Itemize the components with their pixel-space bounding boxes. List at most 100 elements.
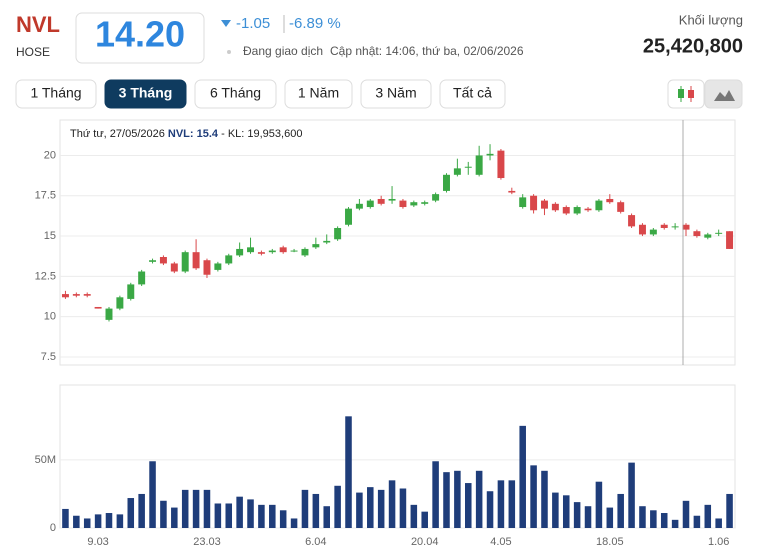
candle-body [628,215,636,227]
range-buttons: 1 Tháng 3 Tháng 6 Tháng 1 Năm 3 Năm Tất cả [15,79,506,109]
candle-body [236,248,244,256]
volume-bar [258,504,265,528]
candle-body [355,203,363,209]
area-icon [714,90,735,101]
range-button[interactable] [104,79,187,109]
candle-body [399,200,407,208]
tooltip-volume: - KL: 19,953,600 [221,128,302,140]
volume-bar [62,508,69,528]
exchange: HOSE [16,45,50,59]
down-arrow [221,20,231,27]
volume-bar [486,491,494,528]
candle-body [345,208,352,225]
volume-bar [160,500,167,528]
volume-bar [203,489,211,528]
range-button[interactable] [439,79,506,109]
volume-bar [704,504,712,528]
x-tick-label: 23.03 [193,536,221,548]
candle-body [301,248,309,256]
range-button[interactable] [15,79,97,109]
candle-body [530,195,538,211]
volume-bar [334,485,341,528]
volume-bar [606,507,614,528]
volume-bar [617,493,624,528]
price-panel [59,119,736,366]
volume-bar [181,489,189,528]
price-box [75,12,205,64]
candle-body [247,247,255,253]
volume-bar [247,499,254,528]
volume-bar [192,489,200,528]
volume-bar [573,502,581,528]
x-tick-label: 4.05 [490,536,511,548]
range-label: 3 Năm [375,85,416,101]
volume-bar [584,506,592,528]
volume-bar [530,465,537,528]
range-button[interactable] [360,79,432,109]
volume-bar [127,498,135,528]
volume-bar [660,513,668,528]
volume-bar [323,506,330,528]
volume-bar [650,510,657,528]
status-dot [227,50,231,54]
y-tick-label: 50M [35,454,56,466]
volume-bar [465,483,472,528]
volume-bar [83,518,91,528]
volume-bar [552,492,559,528]
x-tick-label: 1.06 [708,536,729,548]
tooltip-price: NVL: 15.4 [168,128,219,140]
candle-body [323,240,331,243]
candle-body [682,224,690,230]
symbol: NVL [16,12,60,37]
candle-body [410,202,418,206]
volume-bar [301,489,309,528]
candle-body [638,224,646,235]
candle-body [475,155,483,175]
candle-body [432,194,440,201]
volume-bar [149,461,156,528]
volume-bar [105,513,113,528]
candle-body [715,232,723,234]
candle-body [72,294,80,296]
candle-body [366,200,374,208]
range-label: Tất cả [453,85,492,101]
volume-bar [345,416,352,528]
candle-body [726,231,734,249]
candle-body [508,190,516,193]
y-tick-label: 10 [44,311,56,323]
volume-bar [443,472,450,528]
volume-bar [671,519,679,528]
volume-bar [628,462,635,528]
candle-body [573,207,581,214]
candle-body [595,200,603,211]
y-tick-label: 12.5 [35,270,56,282]
volume-bar [639,506,646,528]
range-button[interactable] [284,79,353,109]
candle-body [388,198,396,201]
candle-body [290,250,298,252]
range-label: 1 Tháng [30,85,81,101]
volume-bar [595,481,603,528]
candle-body [312,244,320,248]
price: 14.20 [95,14,185,55]
candle-body [127,284,135,299]
candle-body [61,294,69,298]
candle-body [181,252,189,272]
volume-bar [693,515,701,528]
volume-bar [269,504,276,528]
candle-body [138,271,146,285]
volume-bar [116,514,124,528]
volume-bar [715,518,722,528]
volume-bar [726,493,733,528]
updated: Cập nhật: 14:06, thứ ba, 02/06/2026 [330,44,524,58]
volume-bar [541,470,548,528]
candle-body [453,168,461,175]
y-tick-label: 15 [44,230,56,242]
candle-view-button[interactable] [667,79,705,109]
area-view-button[interactable] [704,79,743,109]
change: -1.05 [236,15,270,32]
range-button[interactable] [194,79,277,109]
volume-label: Khối lượng [679,12,743,27]
volume-bar [410,504,418,528]
